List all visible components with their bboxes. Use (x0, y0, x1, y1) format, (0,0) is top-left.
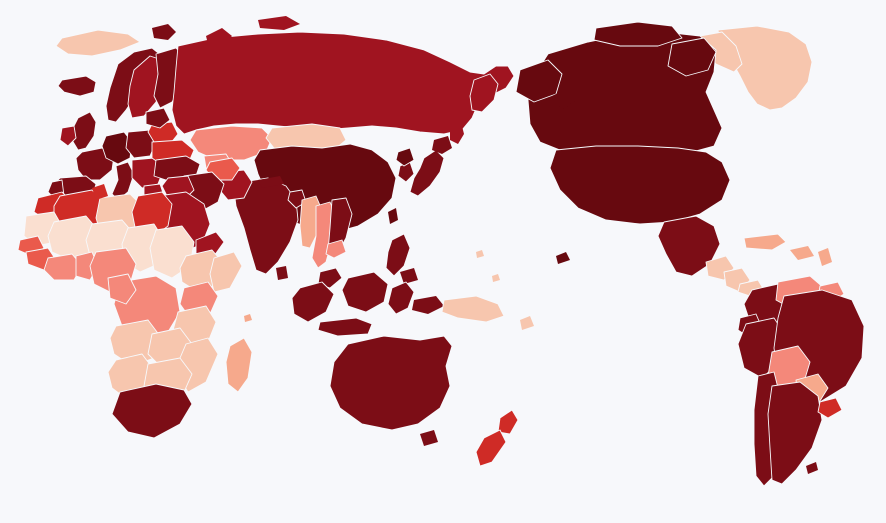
baltic-states[interactable] (146, 108, 170, 128)
indonesia-sumatra[interactable] (292, 282, 334, 322)
russia-arctic-islands[interactable] (258, 16, 300, 30)
pacific-islands[interactable] (520, 316, 534, 330)
country-south-africa[interactable] (112, 384, 192, 438)
country-cambodia[interactable] (326, 240, 346, 258)
indonesia-borneo[interactable] (342, 272, 388, 312)
us-alaska-panhandle[interactable] (552, 88, 576, 110)
country-japan[interactable] (410, 150, 444, 196)
country-philippines[interactable] (386, 234, 410, 276)
hispaniola[interactable] (790, 246, 814, 260)
country-germany[interactable] (102, 132, 132, 164)
taiwan[interactable] (388, 208, 398, 224)
landmass-layer (18, 16, 864, 486)
country-mexico[interactable] (658, 216, 720, 276)
country-cuba[interactable] (744, 234, 786, 250)
country-iceland[interactable] (58, 76, 96, 96)
russia-sakhalin[interactable] (450, 118, 464, 144)
svalbard[interactable] (152, 24, 176, 40)
pacific-micro-island-1[interactable] (476, 250, 484, 258)
country-united-states[interactable] (550, 146, 730, 224)
country-madagascar[interactable] (226, 338, 252, 392)
country-new-zealand-south[interactable] (476, 430, 506, 466)
country-somalia[interactable] (210, 252, 242, 292)
country-tunisia[interactable] (92, 184, 108, 200)
atlantic-micro-island[interactable] (244, 314, 252, 322)
country-argentina[interactable] (768, 382, 822, 484)
philippines-south[interactable] (400, 268, 418, 284)
country-new-zealand-north[interactable] (498, 410, 518, 434)
hawaii-speck[interactable] (556, 252, 570, 264)
japan-hokkaido[interactable] (432, 136, 452, 154)
indonesia-java[interactable] (318, 318, 372, 336)
country-nepal[interactable] (258, 176, 284, 188)
canada-arctic-archipelago[interactable] (594, 22, 682, 46)
country-cameroon[interactable] (108, 274, 136, 304)
country-malaysia[interactable] (318, 268, 342, 288)
greenland-atlantic-sliver[interactable] (56, 30, 140, 56)
canada-baffin[interactable] (668, 38, 716, 76)
indonesia-east[interactable] (412, 296, 444, 314)
lesser-antilles[interactable] (818, 248, 832, 266)
australia-tasmania[interactable] (420, 430, 438, 446)
sri-lanka[interactable] (276, 266, 288, 280)
indonesia-sulawesi[interactable] (388, 282, 414, 314)
country-india[interactable] (234, 178, 298, 274)
country-ireland[interactable] (60, 126, 76, 146)
country-north-korea[interactable] (396, 148, 414, 166)
country-papua-new-guinea[interactable] (442, 296, 504, 322)
country-ivory-coast[interactable] (44, 254, 82, 280)
pacific-micro-island-2[interactable] (492, 274, 500, 282)
russia-kamchatka[interactable] (470, 74, 498, 112)
country-uruguay[interactable] (818, 398, 842, 418)
falklands-speck[interactable] (806, 462, 818, 474)
country-australia[interactable] (330, 336, 452, 430)
country-kazakhstan[interactable] (190, 126, 272, 160)
russia-novaya-zemlya[interactable] (206, 28, 232, 46)
